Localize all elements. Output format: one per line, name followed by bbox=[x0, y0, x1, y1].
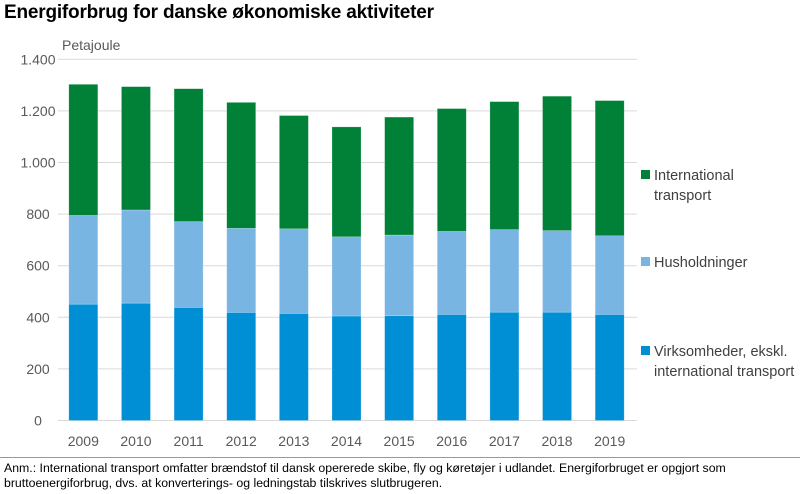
y-tick-label: 400 bbox=[26, 309, 50, 325]
bar-segment bbox=[173, 221, 204, 308]
bar-segment bbox=[226, 102, 257, 229]
bar-segment bbox=[384, 315, 414, 421]
bar-segment bbox=[489, 101, 520, 230]
legend-label: International bbox=[654, 168, 734, 184]
y-tick-label: 1.000 bbox=[20, 155, 55, 171]
bar-segment bbox=[489, 311, 520, 421]
bar-segment bbox=[384, 234, 414, 317]
bar-segment bbox=[279, 115, 309, 230]
x-tick-label: 2017 bbox=[489, 433, 520, 449]
bar-segment bbox=[542, 311, 572, 421]
x-tick-label: 2009 bbox=[68, 433, 99, 449]
bar-segment bbox=[121, 209, 151, 304]
bar-segment bbox=[594, 235, 625, 315]
divider bbox=[0, 457, 800, 458]
bar-segment bbox=[384, 116, 414, 236]
bar-segment bbox=[436, 314, 467, 421]
bar-segment bbox=[68, 84, 99, 216]
bar-segment bbox=[279, 313, 309, 421]
x-tick-label: 2018 bbox=[541, 433, 572, 449]
y-axis-label: Petajoule bbox=[62, 37, 121, 53]
bar-segment bbox=[279, 228, 309, 314]
x-tick-label: 2015 bbox=[384, 433, 415, 449]
legend-swatch bbox=[641, 346, 650, 355]
x-tick-label: 2016 bbox=[436, 433, 467, 449]
bar-segment bbox=[594, 314, 625, 421]
bar-segment bbox=[542, 230, 572, 313]
y-tick-label: 800 bbox=[26, 206, 50, 222]
bar-segment bbox=[331, 126, 362, 238]
bar-segment bbox=[489, 229, 520, 313]
chart-title: Energiforbrug for danske økonomiske akti… bbox=[4, 2, 434, 23]
bar-segment bbox=[436, 108, 467, 232]
legend-label: Husholdninger bbox=[654, 255, 748, 271]
bar-segment bbox=[542, 95, 572, 231]
bar-segment bbox=[331, 315, 362, 421]
bar-segment bbox=[68, 303, 99, 421]
legend-swatch bbox=[641, 170, 650, 179]
y-tick-label: 1.200 bbox=[20, 103, 55, 119]
x-tick-label: 2012 bbox=[226, 433, 257, 449]
bar-segment bbox=[436, 231, 467, 315]
bar-segment bbox=[173, 307, 204, 421]
x-tick-label: 2011 bbox=[174, 433, 204, 449]
bar-segment bbox=[121, 302, 151, 421]
y-tick-label: 1.400 bbox=[20, 51, 55, 67]
legend-swatch bbox=[641, 257, 650, 266]
bar-segment bbox=[68, 215, 99, 305]
y-tick-label: 0 bbox=[34, 413, 42, 429]
legend-label: international transport bbox=[654, 364, 794, 380]
bar-segment bbox=[331, 236, 362, 317]
x-tick-label: 2019 bbox=[594, 433, 625, 449]
bar-segment bbox=[226, 312, 257, 421]
footnote: Anm.: International transport omfatter b… bbox=[4, 461, 726, 490]
stacked-bar-chart: Petajoule 0 200 400 600 800 1.000 1.200 1.400 2… bbox=[20, 37, 794, 449]
bar-segment bbox=[594, 100, 625, 237]
y-tick-label: 600 bbox=[26, 258, 50, 274]
x-tick-label: 2013 bbox=[278, 433, 309, 449]
y-tick-label: 200 bbox=[26, 361, 50, 377]
bar-segment bbox=[226, 227, 257, 313]
x-tick-label: 2010 bbox=[120, 433, 151, 449]
legend-label: Virksomheder, ekskl. bbox=[654, 344, 788, 360]
legend-label: transport bbox=[654, 188, 711, 204]
bar-segment bbox=[121, 86, 151, 211]
x-tick-label: 2014 bbox=[331, 433, 362, 449]
bar-segment bbox=[173, 88, 204, 222]
